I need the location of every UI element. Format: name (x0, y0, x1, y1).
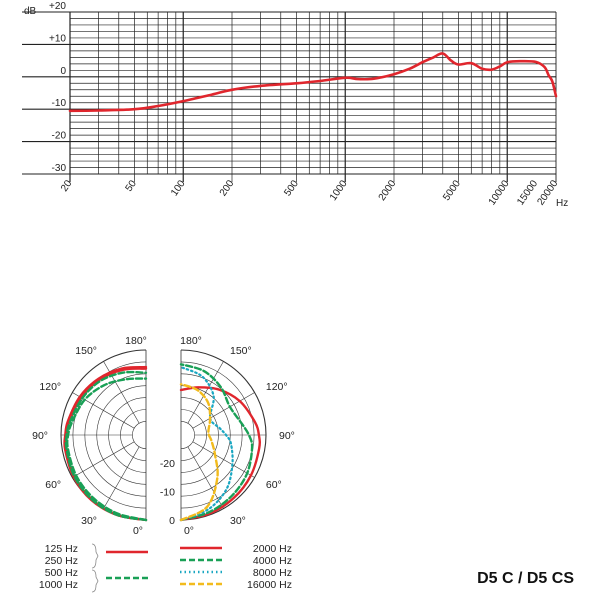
legend-brace (91, 569, 99, 593)
polar-grid (60, 342, 267, 528)
frequency-tick-label: 50 (124, 178, 140, 194)
legend-label: 250 Hz (45, 555, 78, 567)
db-tick-label: +20 (49, 1, 66, 12)
frequency-grid (22, 11, 557, 182)
legend-label: 8000 Hz (253, 567, 292, 579)
polar-spoke (192, 441, 255, 478)
db-tick-label: -20 (52, 131, 67, 142)
polar-angle-label: 60° (45, 479, 61, 491)
polar-angle-label: 180° (180, 335, 202, 347)
polar-angle-label: 0° (133, 525, 143, 537)
legend-label: 2000 Hz (253, 543, 292, 555)
polar-gap (148, 342, 179, 528)
db-tick-label: -30 (52, 163, 67, 174)
model-title: D5 C / D5 CS (477, 570, 574, 587)
polar-spoke (187, 446, 224, 509)
polar-ring (180, 421, 195, 449)
frequency-tick-label: 500 (282, 178, 301, 198)
polar-curve (179, 386, 261, 522)
legend-label: 1000 Hz (39, 579, 78, 591)
frequency-tick-label: 5000 (441, 178, 463, 203)
polar-curves (63, 363, 261, 522)
legend-brace (91, 543, 99, 569)
polar-curve (63, 365, 148, 522)
polar-angle-label: 30° (230, 515, 246, 527)
polar-curve (64, 370, 148, 522)
db-unit-label: dB (24, 6, 37, 17)
polar-angle-label: 30° (81, 515, 97, 527)
frequency-tick-label: 10000 (487, 178, 512, 207)
response-line (68, 52, 558, 113)
hz-unit-label: Hz (556, 198, 568, 209)
polar-angle-label: 150° (230, 345, 252, 357)
polar-radial-labels: -20 -10 0 (160, 458, 175, 527)
polar-angle-label: 0° (184, 525, 194, 537)
frequency-tick-label: 20 (59, 178, 75, 194)
polar-pattern-chart: 180° 150° 120° 90° 60° 30° 0° 180° 150° 120° 90° 60… (32, 335, 295, 537)
frequency-response-chart: +20 +10 0 -10 -20 -30 20 50 100 200 500 1000 2000 50… (22, 1, 568, 209)
polar-radial-label: -20 (160, 458, 175, 470)
frequency-tick-label: 100 (169, 178, 188, 198)
polar-spoke (72, 441, 135, 478)
polar-curve (179, 383, 219, 522)
legend-label: 4000 Hz (253, 555, 292, 567)
polar-spoke (192, 392, 255, 429)
legend-label: 125 Hz (45, 543, 78, 555)
frequency-tick-label: 200 (218, 178, 237, 198)
frequency-tick-label: 2000 (377, 178, 399, 203)
polar-curve (179, 366, 234, 522)
frequency-tick-label: 1000 (328, 178, 350, 203)
polar-angle-label: 120° (266, 381, 288, 393)
response-curve (68, 52, 558, 113)
polar-ring (132, 421, 147, 449)
polar-radial-label: -10 (160, 486, 175, 498)
db-tick-label: -10 (52, 98, 67, 109)
polar-angle-label: 60° (266, 479, 282, 491)
polar-angle-label: 150° (75, 345, 97, 357)
polar-radial-label: 0 (169, 515, 175, 527)
db-tick-label: 0 (60, 66, 66, 77)
polar-angle-label: 90° (32, 430, 48, 442)
legend-label: 500 Hz (45, 567, 78, 579)
polar-angle-labels: 180° 150° 120° 90° 60° 30° 0° 180° 150° 120° 90° 60… (32, 335, 295, 537)
polar-angle-label: 180° (125, 335, 147, 347)
polar-spoke (187, 361, 224, 424)
db-tick-label: +10 (49, 33, 66, 44)
polar-spoke (103, 446, 140, 509)
db-tick-labels: +20 +10 0 -10 -20 -30 (49, 1, 66, 174)
polar-curve (64, 367, 148, 522)
polar-curve (179, 363, 254, 522)
polar-angle-label: 120° (39, 381, 61, 393)
polar-angle-label: 90° (279, 430, 295, 442)
legend-label: 16000 Hz (247, 579, 292, 591)
polar-curve (66, 377, 148, 522)
